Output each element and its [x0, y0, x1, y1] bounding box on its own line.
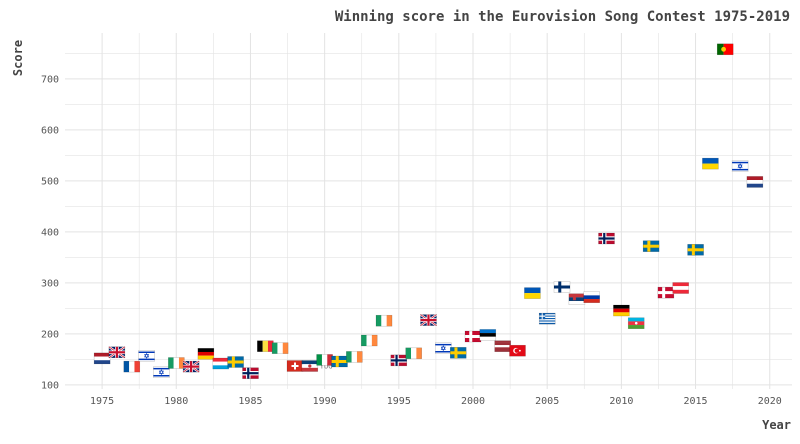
flag-luxembourg-1983 — [212, 357, 230, 370]
flag-ukraine-2016 — [702, 157, 719, 170]
x-tick-label: 2005 — [535, 396, 559, 407]
flag-italy-1990 — [316, 354, 333, 366]
x-axis-title: Year — [762, 418, 791, 432]
flag-greece-2005 — [538, 312, 556, 325]
flag-sweden-1999 — [449, 347, 467, 359]
flag-sweden-2012 — [642, 240, 660, 252]
y-tick-label: 700 — [41, 74, 59, 85]
flag-austria-2014 — [672, 282, 689, 294]
flag-yugoslavia-1989: YUG — [301, 360, 333, 372]
y-tick-label: 200 — [41, 329, 59, 340]
flag-belgium-1986 — [257, 340, 274, 352]
flag-israel-1978 — [138, 350, 155, 362]
flag-serbia-2007 — [568, 293, 586, 305]
flag-israel-1979 — [153, 366, 170, 378]
flag-ireland-1996 — [405, 347, 422, 360]
y-axis-title: Score — [11, 40, 25, 76]
flag-ireland-1993 — [360, 334, 378, 347]
point-label: YUG — [320, 363, 333, 371]
flag-sweden-1991 — [331, 355, 348, 368]
flag-latvia-2002 — [494, 340, 511, 352]
x-axis-ticks: 1975 1980 1985 1990 1995 2000 2005 2010 2015 2020 — [90, 396, 782, 407]
flag-france-1977 — [123, 360, 141, 373]
y-tick-label: 300 — [41, 278, 59, 289]
y-axis-ticks: 100 200 300 400 500 600 700 — [41, 74, 59, 391]
flag-azerbaijan-2011 — [627, 317, 645, 329]
flag-denmark-2000 — [464, 330, 482, 343]
x-tick-label: 2000 — [461, 396, 485, 407]
flag-switzerland-1988 — [286, 360, 304, 372]
y-tick-label: 400 — [41, 227, 59, 238]
y-tick-label: 100 — [41, 380, 59, 391]
flag-sweden-2015 — [687, 244, 704, 256]
x-tick-label: 1985 — [238, 396, 262, 407]
flag-united-kingdom-1976 — [108, 345, 126, 359]
flag-ukraine-2004 — [524, 287, 541, 299]
x-tick-label: 1975 — [90, 396, 114, 407]
flag-norway-1995 — [390, 354, 408, 367]
flag-ireland-1980 — [168, 357, 185, 369]
flag-denmark-2013 — [657, 286, 675, 299]
chart-title: Winning score in the Eurovision Song Con… — [335, 9, 790, 25]
flag-united-kingdom-1997 — [419, 313, 438, 327]
flag-netherlands-1975 — [93, 352, 111, 365]
x-tick-label: 2015 — [684, 396, 708, 407]
flag-norway-2009 — [598, 232, 615, 245]
flag-russia-2008 — [583, 291, 600, 303]
x-tick-label: 1995 — [387, 396, 411, 407]
x-tick-label: 1990 — [313, 396, 337, 407]
grid — [65, 33, 792, 389]
x-tick-label: 1980 — [164, 396, 188, 407]
y-tick-label: 600 — [41, 125, 59, 136]
flag-israel-2018 — [731, 160, 749, 172]
flag-sweden-1984 — [227, 356, 244, 368]
flag-turkey-2003 — [509, 344, 526, 357]
flag-norway-1985 — [242, 367, 259, 379]
data-points: YUG — [93, 43, 764, 379]
flag-estonia-2001 — [479, 329, 497, 341]
x-tick-label: 2020 — [758, 396, 782, 407]
flag-finland-2006 — [553, 281, 571, 293]
flag-ireland-1992 — [346, 351, 363, 363]
flag-united-kingdom-1981 — [182, 360, 200, 374]
y-tick-label: 500 — [41, 176, 59, 187]
flag-ireland-1987 — [271, 342, 289, 354]
flag-israel-1998 — [435, 342, 452, 354]
flag-portugal-2017 — [716, 43, 734, 56]
x-tick-label: 2010 — [609, 396, 633, 407]
flag-germany-1982 — [197, 348, 215, 360]
flag-netherlands-2019 — [746, 176, 764, 188]
flag-ireland-1994 — [375, 314, 393, 327]
flag-germany-2010 — [613, 304, 630, 317]
